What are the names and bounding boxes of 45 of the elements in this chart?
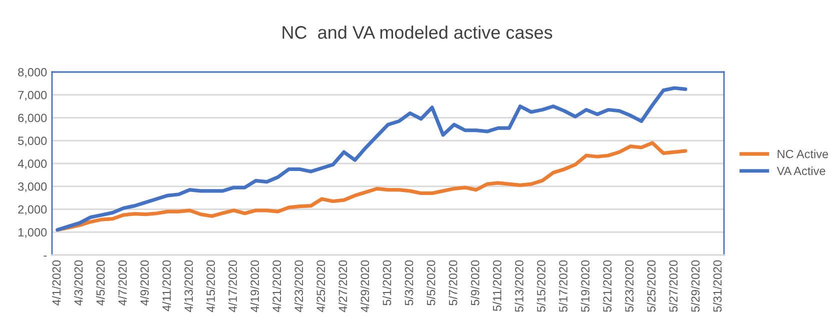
x-tick-label: 4/13/2020 [184, 260, 193, 312]
x-tick-label: 4/11/2020 [162, 260, 171, 312]
x-tick-label: 5/15/2020 [536, 260, 546, 312]
x-tick-label: 4/5/2020 [96, 260, 105, 306]
x-tick-label: 5/13/2020 [514, 260, 524, 312]
x-tick-label: 5/31/2020 [712, 260, 722, 312]
x-tick-label: 5/21/2020 [602, 260, 612, 312]
chart-title: NC and VA modeled active cases [282, 26, 552, 39]
y-tick-label: 5,000 [18, 136, 47, 146]
x-tick-label: 4/17/2020 [228, 260, 237, 312]
y-tick-label: 8,000 [18, 68, 47, 78]
x-tick-label: 5/7/2020 [448, 260, 458, 306]
x-tick-label: 5/5/2020 [426, 260, 436, 306]
y-tick-label: 4,000 [18, 160, 47, 170]
x-tick-label: 5/29/2020 [690, 260, 700, 312]
x-tick-label: 4/1/2020 [52, 260, 61, 306]
legend-label: NC Active [778, 150, 828, 158]
x-tick-label: 4/9/2020 [140, 260, 149, 306]
x-tick-label: 4/27/2020 [338, 260, 348, 312]
x-tick-label: 4/21/2020 [272, 260, 282, 312]
y-tick-label: 2,000 [18, 205, 47, 216]
x-tick-label: 5/23/2020 [624, 260, 634, 312]
x-tick-label: 5/25/2020 [646, 260, 656, 312]
x-tick-label: 4/3/2020 [74, 260, 83, 306]
x-tick-label: 5/27/2020 [668, 260, 678, 312]
x-tick-label: 5/19/2020 [580, 260, 590, 312]
x-tick-label: 4/19/2020 [250, 260, 259, 312]
x-tick-label: 5/11/2020 [492, 260, 502, 312]
y-tick-label: 1,000 [18, 228, 47, 238]
x-tick-label: 4/23/2020 [294, 260, 304, 312]
x-tick-label: 4/15/2020 [206, 260, 215, 312]
legend-label: VA Active [776, 166, 826, 176]
x-tick-label: 5/9/2020 [470, 260, 480, 306]
y-tick-label: 3,000 [18, 182, 47, 192]
y-tick-label: 7,000 [18, 90, 47, 101]
line-series [56, 141, 688, 232]
x-tick-label: 5/1/2020 [382, 260, 392, 306]
x-tick-label: 5/17/2020 [558, 260, 568, 312]
x-tick-label: 4/25/2020 [316, 260, 326, 312]
x-tick-label: 5/3/2020 [404, 260, 414, 306]
y-tick-label: 6,000 [18, 114, 47, 124]
y-tick-label: - [44, 256, 47, 257]
x-tick-label: 4/7/2020 [118, 260, 127, 306]
line-series [56, 86, 688, 232]
x-tick-label: 4/29/2020 [360, 260, 370, 312]
